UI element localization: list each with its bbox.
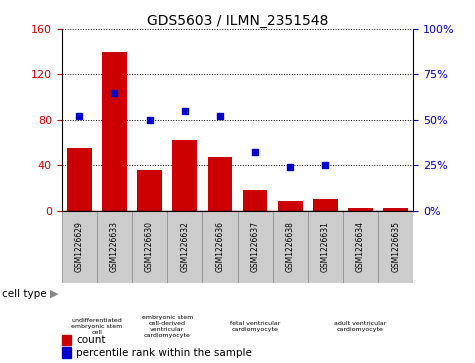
- Bar: [102, 52, 127, 211]
- Bar: [137, 170, 162, 211]
- Bar: [172, 140, 197, 211]
- Point: [146, 117, 153, 123]
- Bar: [343, 211, 378, 283]
- Point: [111, 90, 118, 95]
- Bar: [202, 211, 238, 283]
- Title: GDS5603 / ILMN_2351548: GDS5603 / ILMN_2351548: [147, 14, 328, 28]
- Text: GSM1226631: GSM1226631: [321, 221, 330, 272]
- Text: GSM1226635: GSM1226635: [391, 221, 400, 272]
- Bar: [378, 211, 413, 283]
- Point: [251, 150, 259, 155]
- Text: GSM1226637: GSM1226637: [251, 221, 259, 272]
- Text: GSM1226634: GSM1226634: [356, 221, 365, 272]
- Text: fetal ventricular
cardiomyocyte: fetal ventricular cardiomyocyte: [230, 321, 280, 332]
- Point: [286, 164, 294, 170]
- Text: GSM1226636: GSM1226636: [216, 221, 224, 272]
- Bar: [348, 208, 373, 211]
- Text: undifferentiated
embryonic stem
cell: undifferentiated embryonic stem cell: [71, 318, 123, 335]
- Text: cell type: cell type: [2, 289, 47, 299]
- Text: GSM1226633: GSM1226633: [110, 221, 119, 272]
- Bar: [383, 208, 408, 211]
- Point: [322, 162, 329, 168]
- Text: GSM1226638: GSM1226638: [286, 221, 294, 272]
- Bar: [132, 211, 167, 283]
- Text: embryonic stem
cell-derived
ventricular
cardiomyocyte: embryonic stem cell-derived ventricular …: [142, 315, 193, 339]
- Bar: [62, 211, 97, 283]
- Bar: [67, 148, 92, 211]
- Point: [216, 113, 224, 119]
- Text: percentile rank within the sample: percentile rank within the sample: [76, 348, 252, 358]
- Bar: [208, 157, 232, 211]
- Text: GSM1226629: GSM1226629: [75, 221, 84, 272]
- Text: GSM1226630: GSM1226630: [145, 221, 154, 272]
- Bar: [278, 201, 303, 211]
- Point: [181, 108, 189, 114]
- Bar: [167, 211, 202, 283]
- Text: adult ventricular
cardiomyocyte: adult ventricular cardiomyocyte: [334, 321, 387, 332]
- Bar: [238, 211, 273, 283]
- Point: [76, 113, 83, 119]
- Text: GSM1226632: GSM1226632: [180, 221, 189, 272]
- Text: count: count: [76, 335, 105, 345]
- Bar: [273, 211, 308, 283]
- Text: ▶: ▶: [50, 289, 58, 299]
- Bar: [243, 190, 267, 211]
- Bar: [313, 199, 338, 211]
- Bar: [308, 211, 343, 283]
- Bar: [97, 211, 132, 283]
